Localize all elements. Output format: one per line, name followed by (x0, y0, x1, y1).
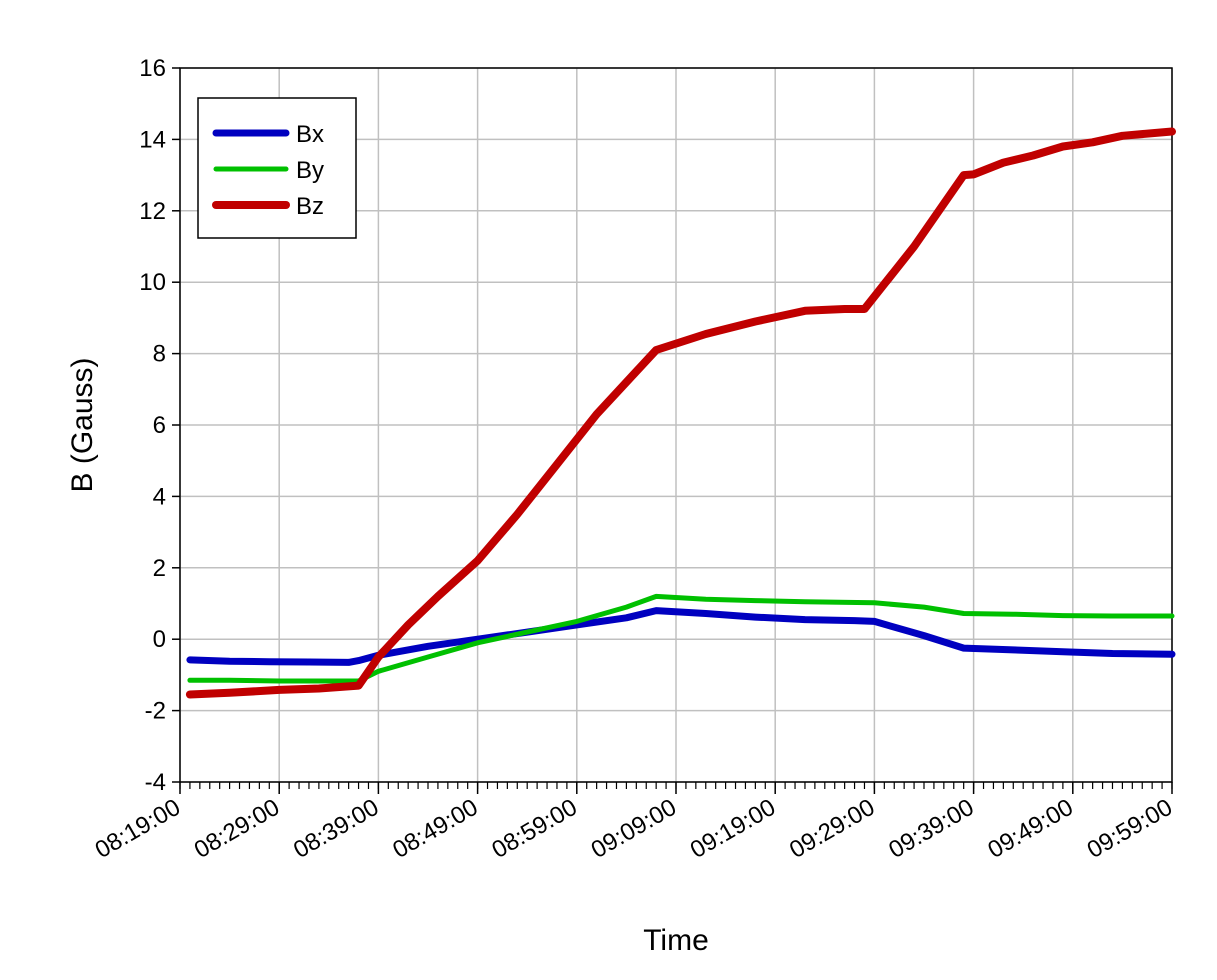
x-tick-label: 09:09:00 (587, 794, 681, 864)
x-tick-label: 08:39:00 (289, 794, 383, 864)
x-tick-label: 08:59:00 (487, 794, 581, 864)
series-line-by (187, 593, 1175, 684)
y-tick-label: 14 (139, 126, 166, 153)
legend-label-bz: Bz (296, 193, 324, 220)
legend: Bx By Bz (197, 97, 357, 239)
legend-label-by: By (296, 157, 324, 184)
legend-label-bx: Bx (296, 121, 324, 148)
series-layer (185, 127, 1176, 699)
x-tick-label: 09:39:00 (884, 794, 978, 864)
y-axis-title: B (Gauss) (66, 357, 99, 492)
x-tick-label: 09:19:00 (686, 794, 780, 864)
y-tick-label: 8 (153, 341, 166, 368)
x-axis: 08:19:00 08:29:00 08:39:00 08:49:00 08:59:00… (91, 782, 1177, 864)
x-tick-label: 08:19:00 (91, 794, 185, 864)
y-tick-label: -2 (145, 698, 166, 725)
y-tick-label: 10 (139, 269, 166, 296)
series-line-bx (186, 607, 1176, 666)
x-tick-label: 08:49:00 (388, 794, 482, 864)
x-axis-title: Time (643, 924, 709, 957)
y-tick-label: 2 (153, 555, 166, 582)
y-tick-label: 12 (139, 198, 166, 225)
x-tick-label: 09:29:00 (785, 794, 879, 864)
x-tick-label: 08:29:00 (190, 794, 284, 864)
y-tick-label: 0 (153, 626, 166, 653)
y-tick-label: -4 (145, 769, 166, 796)
y-tick-label: 6 (153, 412, 166, 439)
series-line-bz (185, 127, 1176, 699)
x-tick-label: 09:59:00 (1083, 794, 1177, 864)
y-tick-label: 16 (139, 55, 166, 82)
y-axis: -4 -2 0 2 4 6 8 10 12 14 16 (139, 55, 180, 796)
y-tick-label: 4 (153, 483, 166, 510)
x-tick-label: 09:49:00 (983, 794, 1077, 864)
